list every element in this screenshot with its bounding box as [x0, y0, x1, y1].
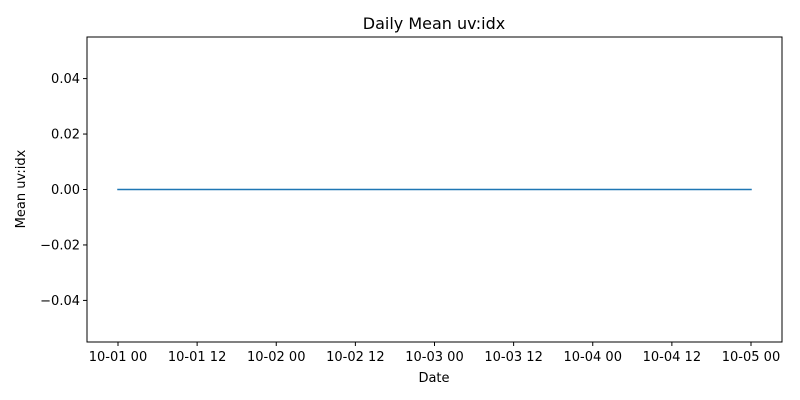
chart-title: Daily Mean uv:idx: [363, 14, 505, 33]
x-tick-label: 10-01 12: [168, 350, 226, 365]
x-tick-label: 10-04 00: [564, 350, 622, 365]
plot-area: 0.040.020.00−0.02−0.04 10-01 00 10-01 12 1…: [40, 36, 783, 365]
x-tick-label: 10-01 00: [89, 350, 147, 365]
y-axis-label: Mean uv:idx: [14, 149, 29, 228]
x-axis: 10-01 00 10-01 12 10-02 00 10-02 12 10-03 00…: [89, 342, 780, 365]
y-tick-label: −0.04: [40, 294, 80, 309]
x-tick-label: 10-04 12: [643, 350, 701, 365]
y-tick-label: 0.00: [51, 183, 80, 198]
x-tick-label: 10-03 00: [405, 350, 463, 365]
y-axis: 0.04 0.02 0.00 −0.02 −0.04: [40, 72, 87, 309]
x-axis-label: Date: [418, 371, 449, 386]
y-tick-label: 0.02: [51, 128, 80, 143]
x-tick-label: 10-03 12: [484, 350, 542, 365]
x-tick-label: 10-02 12: [326, 350, 384, 365]
y-tick-label: 0.04: [51, 72, 80, 87]
y-tick-label: −0.02: [40, 238, 80, 253]
x-tick-label: 10-05 00: [722, 350, 780, 365]
x-tick-label: 10-02 00: [247, 350, 305, 365]
